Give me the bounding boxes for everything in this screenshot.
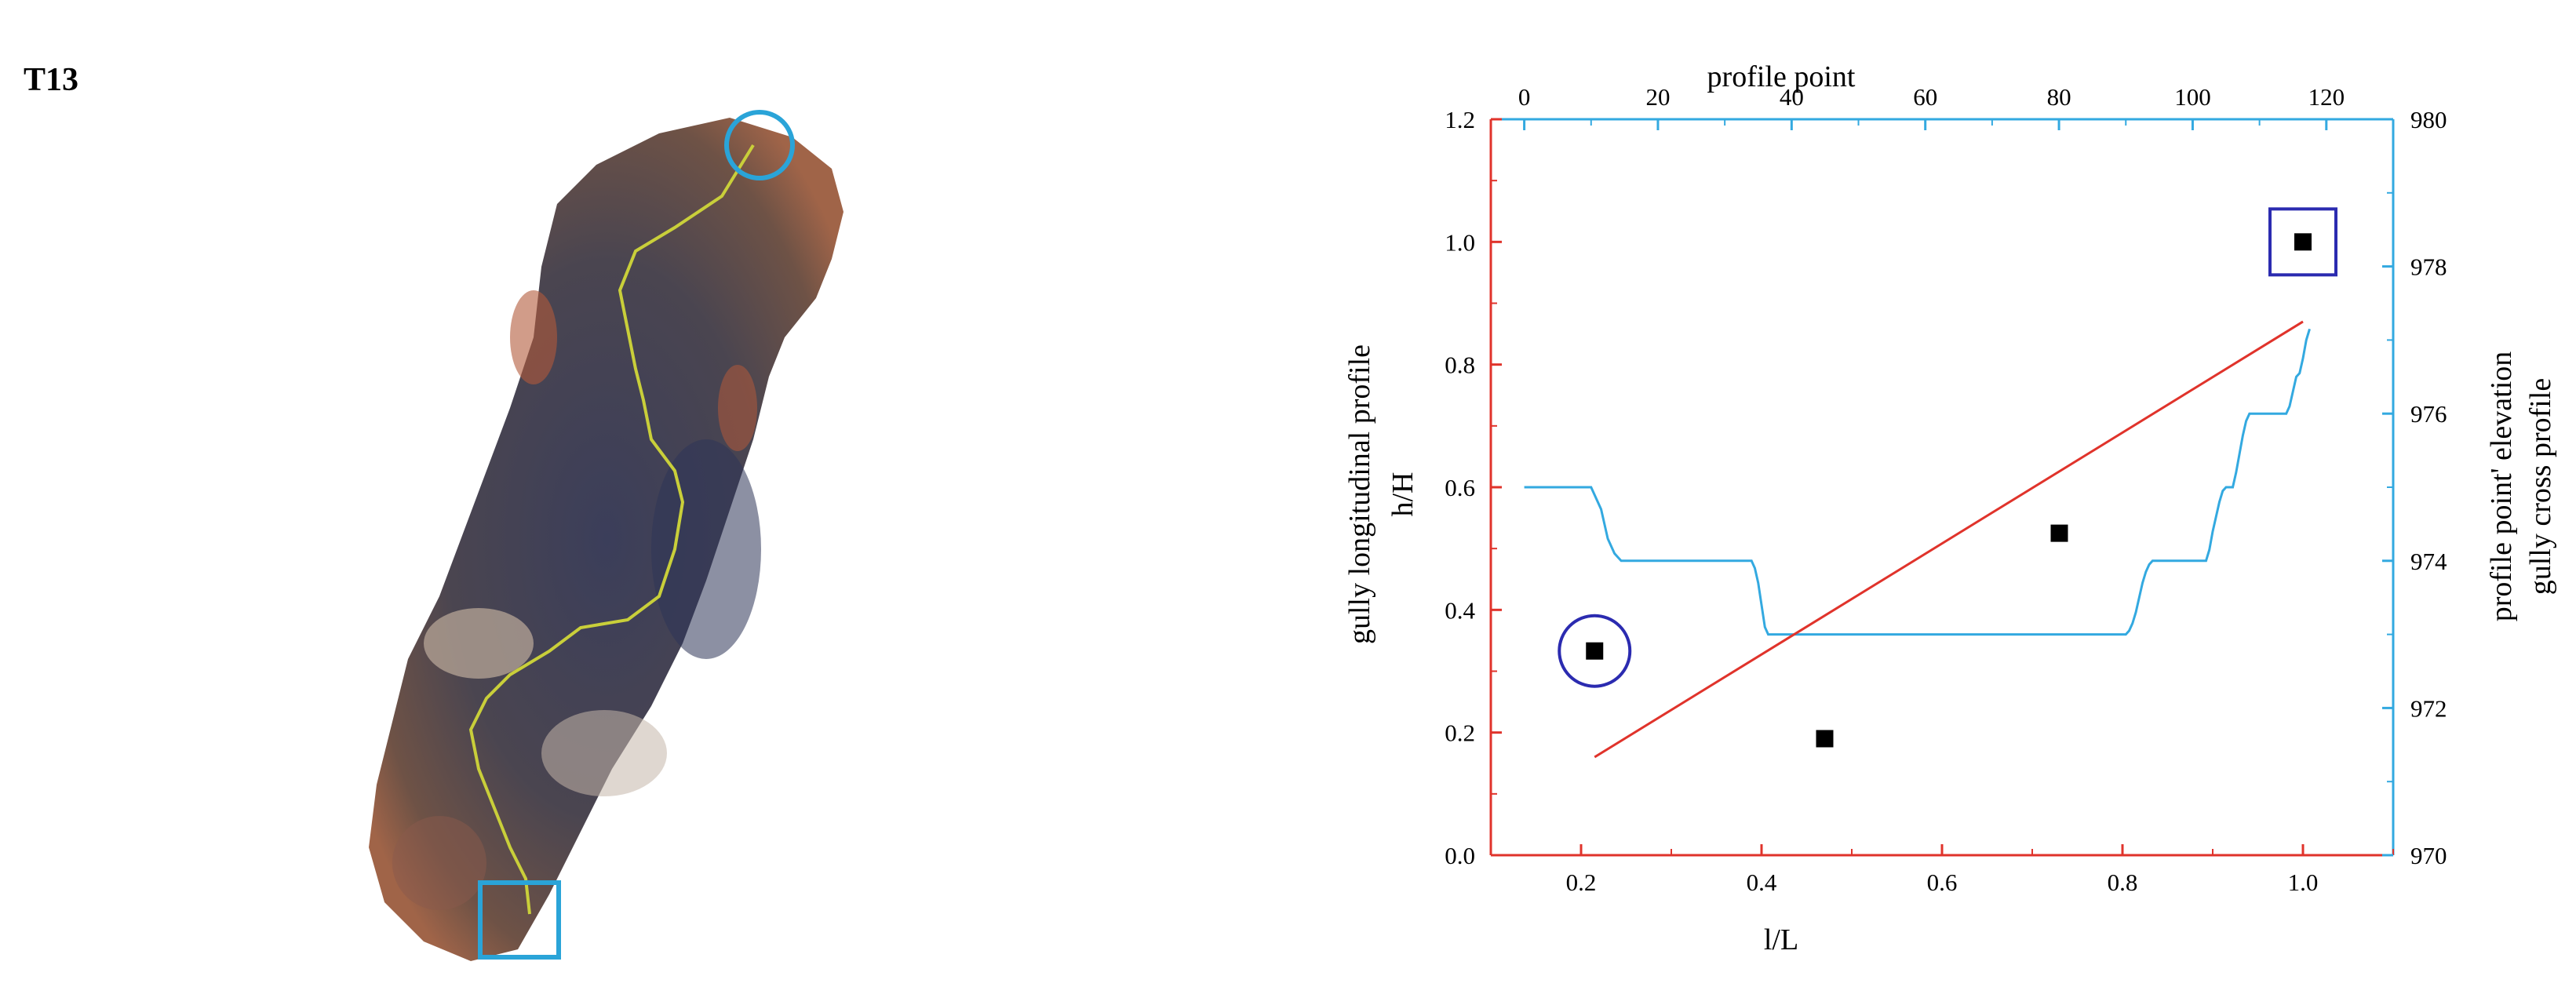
y-tick-label: 1.2: [1445, 106, 1475, 133]
y-tick-label: 0.2: [1445, 719, 1475, 747]
cross-profile-series: [1524, 328, 2311, 636]
axis-ticks: [1490, 118, 2394, 857]
x2-axis-title: profile point: [1707, 60, 1856, 93]
x-tick-label: 1.0: [2288, 869, 2319, 896]
profile-points-series: [1586, 233, 2312, 748]
y-tick-label: 0.6: [1445, 474, 1475, 501]
gully-aerial-map: [369, 110, 843, 961]
terrain-shape: [369, 118, 843, 961]
x-tick-label: 0.8: [2108, 869, 2138, 896]
cross-profile-line: [1524, 328, 2311, 636]
axis-labels: 0.2 0.4 0.6 0.8 1.0 0.0 0.2 0.4 0.6 0.8 1.0 1.2 0 20 4…: [1445, 83, 2447, 896]
gully-outlet-square-marker: [478, 880, 561, 960]
highlight-markers: [1558, 207, 2337, 688]
y2-tick-label: 972: [2410, 694, 2447, 722]
x2-tick-label: 40: [1780, 83, 1804, 111]
profile-point: [1816, 730, 1834, 748]
x2-tick-label: 20: [1645, 83, 1670, 111]
gully-thalweg-line: [468, 144, 755, 915]
circle-highlight: [1558, 614, 1632, 688]
y2-axis-title-line2: gully cross profile: [2524, 378, 2557, 595]
plot-frame: [1489, 118, 2395, 857]
longitudinal-fit-line: [1594, 320, 2304, 759]
gully-head-circle-marker: [724, 110, 795, 180]
y2-axis-title-line1: profile point' elevation: [2485, 351, 2518, 622]
y2-tick-label: 970: [2410, 842, 2447, 869]
y2-tick-label: 980: [2410, 106, 2447, 133]
y2-tick-label: 976: [2410, 400, 2447, 428]
x-tick-label: 0.2: [1566, 869, 1597, 896]
x2-tick-label: 80: [2047, 83, 2071, 111]
y-tick-label: 0.0: [1445, 842, 1475, 869]
y-tick-label: 1.0: [1445, 228, 1475, 256]
square-highlight: [2268, 207, 2337, 277]
longitudinal-profile-series: [1594, 320, 2304, 759]
x-tick-label: 0.6: [1927, 869, 1958, 896]
y2-tick-label: 974: [2410, 548, 2447, 575]
y-axis-title-line1: gully longitudinal profile: [1343, 344, 1376, 644]
profile-point: [2050, 524, 2068, 542]
x2-tick-label: 60: [1913, 83, 1937, 111]
y-axis-title-line2: h/H: [1386, 472, 1419, 517]
panel-label: T13: [24, 62, 79, 98]
y2-tick-label: 978: [2410, 253, 2447, 281]
x-axis-title: l/L: [1764, 923, 1798, 956]
x2-tick-label: 120: [2308, 83, 2345, 111]
x2-tick-label: 0: [1518, 83, 1531, 111]
x2-tick-label: 100: [2174, 83, 2211, 111]
profile-point: [2294, 233, 2312, 251]
y-tick-label: 0.8: [1445, 351, 1475, 379]
profile-point: [1586, 642, 1604, 660]
y-tick-label: 0.4: [1445, 596, 1475, 624]
x-tick-label: 0.4: [1747, 869, 1777, 896]
